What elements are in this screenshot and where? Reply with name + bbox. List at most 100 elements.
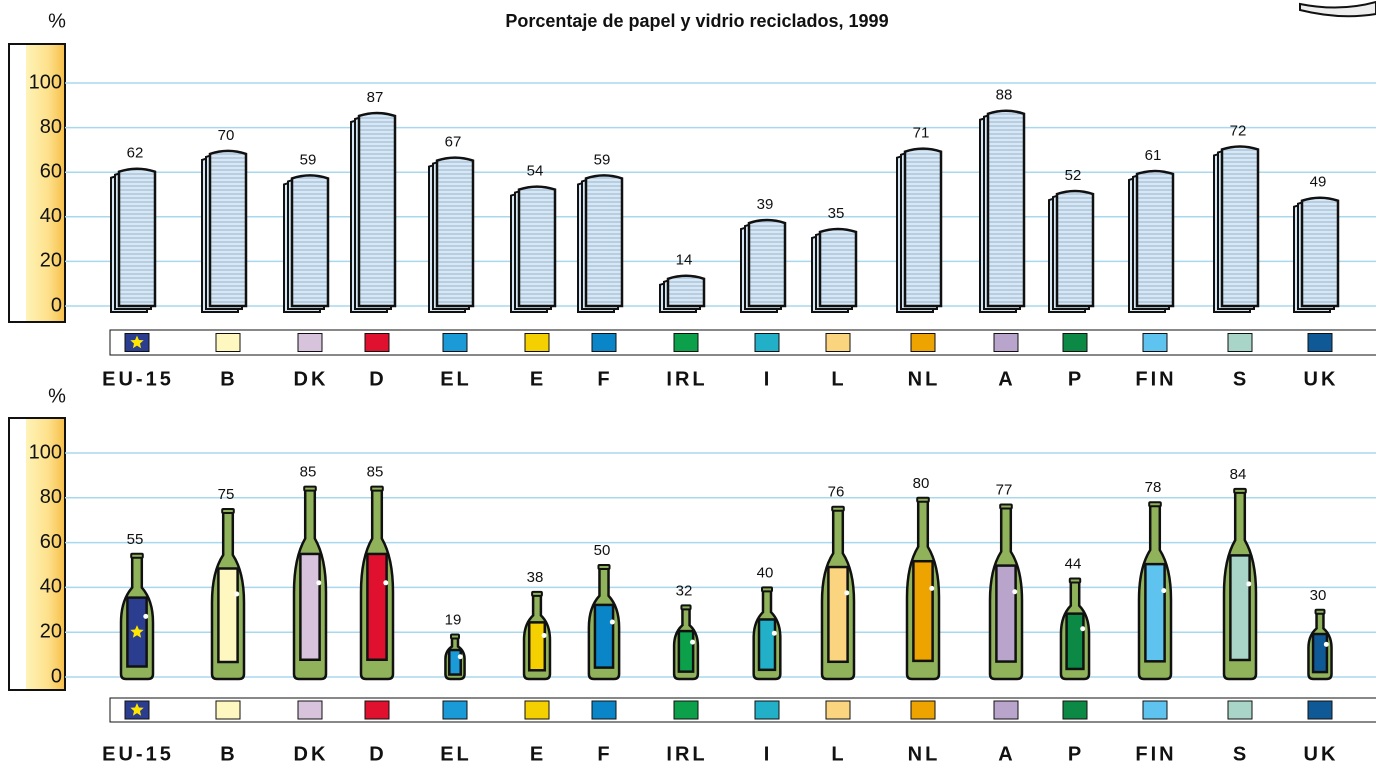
- bar: [435, 156, 475, 308]
- highlight: [771, 630, 777, 636]
- star: [130, 703, 144, 716]
- x-tick-label: P: [1068, 368, 1084, 390]
- y-axis-strip: [26, 419, 64, 689]
- value-label: 80: [913, 475, 930, 492]
- x-tick-label: D: [369, 743, 386, 765]
- bar: [357, 111, 397, 308]
- highlight: [143, 613, 149, 619]
- y-axis-label: %: [48, 385, 66, 407]
- x-tick-label: DK: [294, 743, 329, 765]
- value-label: 59: [300, 151, 317, 168]
- highlight: [690, 639, 696, 645]
- x-tick-label: NL: [908, 368, 941, 390]
- legend-swatch: [591, 700, 617, 720]
- bar: [986, 109, 1026, 308]
- bottle-label: [366, 552, 388, 662]
- value-label: 75: [218, 486, 235, 503]
- bottle-cap: [761, 586, 773, 593]
- value-label: 35: [828, 205, 845, 222]
- x-tick-label: UK: [1304, 368, 1339, 390]
- legend-swatch: [993, 700, 1019, 720]
- bottle-label: [827, 565, 849, 664]
- bar: [517, 185, 557, 308]
- x-tick-label: F: [597, 743, 612, 765]
- x-tick-label: S: [1233, 743, 1249, 765]
- x-tick-label: B: [220, 743, 237, 765]
- value-label: 88: [996, 87, 1013, 104]
- bottle-label: [299, 552, 321, 662]
- legend-swatch: [215, 700, 241, 720]
- legend-swatch: [825, 700, 851, 720]
- y-tick-label: 60: [40, 160, 62, 182]
- legend-swatch: [364, 700, 390, 720]
- bar: [666, 274, 706, 308]
- bottle-label: [995, 564, 1017, 663]
- legend-swatch: [825, 333, 851, 352]
- legend-swatch: [1307, 700, 1333, 720]
- value-label: 77: [996, 481, 1013, 498]
- y-tick-label: 100: [29, 441, 62, 463]
- highlight: [1080, 626, 1086, 632]
- x-tick-label: B: [220, 368, 237, 390]
- x-tick-label: F: [597, 368, 612, 390]
- x-tick-label: E: [530, 368, 546, 390]
- legend-swatch: [524, 333, 550, 352]
- x-tick-label: I: [764, 743, 773, 765]
- x-tick-label: D: [369, 368, 386, 390]
- bottle-cap: [1068, 577, 1082, 584]
- value-label: 67: [445, 134, 462, 151]
- x-tick-label: NL: [908, 743, 941, 765]
- x-tick-label: L: [831, 368, 846, 390]
- legend-swatch: [1227, 333, 1253, 352]
- bar: [903, 147, 943, 308]
- legend-swatch: [993, 333, 1019, 352]
- x-tick-label: E: [530, 743, 546, 765]
- legend-swatch: [1062, 700, 1088, 720]
- x-tick-label: FIN: [1135, 368, 1176, 390]
- bottle-cap: [370, 485, 384, 492]
- value-label: 85: [367, 464, 384, 481]
- star: [130, 335, 144, 349]
- legend-swatch: [673, 333, 699, 352]
- legend-swatch: [215, 333, 241, 352]
- x-tick-label: DK: [294, 368, 329, 390]
- value-label: 61: [1145, 147, 1162, 164]
- y-tick-label: 60: [40, 531, 62, 553]
- legend-swatch: [591, 333, 617, 352]
- bottle-label: [593, 603, 615, 669]
- bottle-cap: [1314, 608, 1326, 615]
- value-label: 44: [1065, 555, 1082, 572]
- bottle-cap: [450, 633, 460, 640]
- bottle-cap: [1233, 487, 1247, 494]
- x-tick-label: EL: [440, 368, 472, 390]
- value-label: 52: [1065, 167, 1082, 184]
- bar: [1055, 189, 1095, 308]
- bottle-label: [1065, 612, 1085, 671]
- bar: [747, 218, 787, 308]
- y-axis-strip: [26, 45, 64, 321]
- bottle-label: [1144, 562, 1166, 663]
- bottle-cap: [130, 552, 144, 559]
- x-tick-label: A: [998, 368, 1015, 390]
- bottle-label: [1311, 632, 1329, 674]
- y-tick-label: 0: [51, 665, 62, 687]
- highlight: [1012, 589, 1018, 595]
- value-label: 30: [1310, 587, 1327, 604]
- value-label: 19: [445, 611, 462, 628]
- x-tick-label: S: [1233, 368, 1249, 390]
- value-label: 72: [1230, 122, 1247, 139]
- bottle-cap: [597, 564, 611, 570]
- value-label: 55: [127, 531, 144, 548]
- bottle-cap: [531, 590, 543, 597]
- x-tick-label: EU-15: [102, 368, 174, 390]
- y-tick-label: 100: [29, 71, 62, 93]
- highlight: [844, 590, 850, 596]
- value-label: 54: [527, 163, 544, 180]
- highlight: [929, 585, 935, 591]
- y-tick-label: 40: [40, 576, 62, 598]
- value-label: 78: [1145, 479, 1162, 496]
- x-tick-label: I: [764, 368, 773, 390]
- y-tick-label: 80: [40, 116, 62, 138]
- highlight: [457, 654, 463, 660]
- legend-swatch: [442, 700, 468, 720]
